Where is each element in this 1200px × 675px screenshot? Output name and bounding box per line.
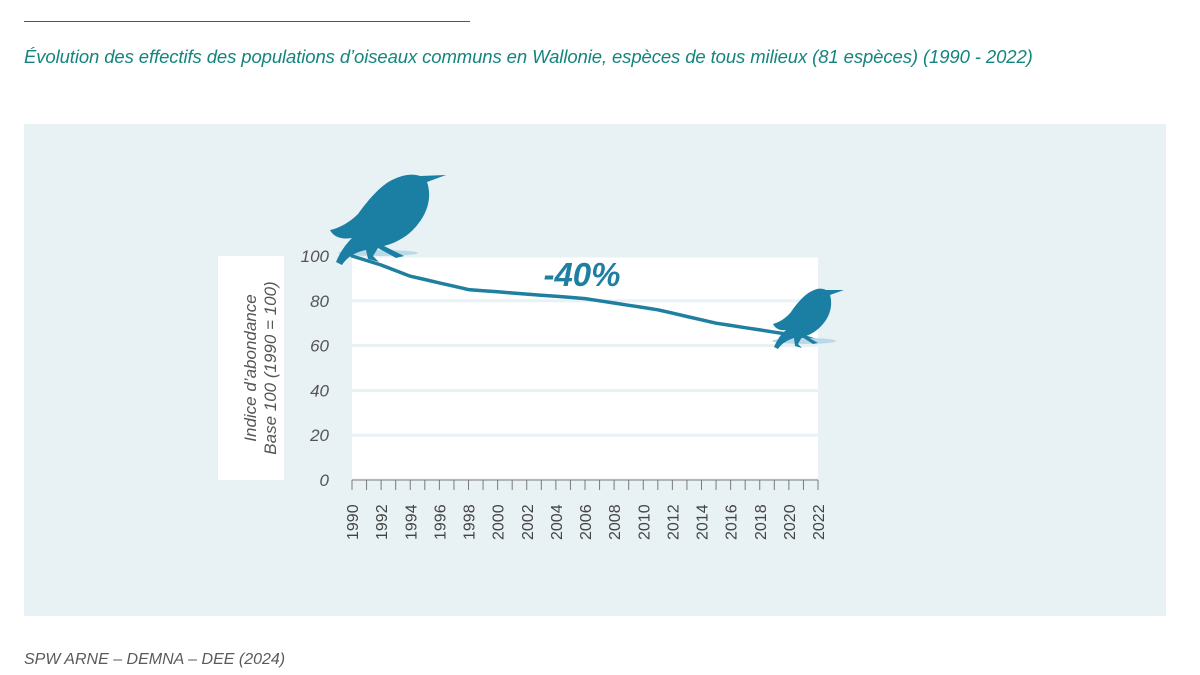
y-tick-label: 60 bbox=[310, 337, 329, 356]
x-tick-label: 2000 bbox=[491, 504, 508, 540]
bird-silhouette-icon bbox=[330, 174, 446, 265]
series-line bbox=[350, 254, 820, 343]
top-rule bbox=[24, 21, 470, 22]
chart-title: Évolution des effectifs des populations … bbox=[24, 46, 1033, 67]
y-tick-label: 40 bbox=[310, 381, 329, 400]
y-axis-label-line2: Base 100 (1990 = 100) bbox=[261, 281, 280, 454]
x-tick-label: 1994 bbox=[403, 504, 420, 540]
x-tick-label: 2004 bbox=[549, 504, 566, 540]
x-tick-label: 2006 bbox=[578, 504, 595, 540]
x-ticks: 1990 1992 1994 1996 1998 2000 2002 2004 2006 2008… bbox=[345, 480, 828, 540]
grid-band bbox=[352, 302, 818, 345]
x-tick-label: 1992 bbox=[374, 504, 391, 540]
grid-band bbox=[352, 436, 818, 479]
grid-band bbox=[352, 257, 818, 300]
x-tick-label: 2014 bbox=[695, 504, 712, 540]
x-tick-label: 1990 bbox=[345, 504, 362, 540]
bird-silhouette-icon bbox=[772, 288, 844, 349]
y-tick-label: 0 bbox=[320, 471, 330, 490]
grid-band bbox=[352, 391, 818, 434]
x-tick-label: 2022 bbox=[811, 504, 828, 540]
x-tick-label: 2012 bbox=[665, 504, 682, 540]
x-tick-label: 1996 bbox=[432, 504, 449, 540]
grid-band bbox=[352, 347, 818, 389]
x-tick-label: 2002 bbox=[520, 504, 537, 540]
change-annotation: -40% bbox=[543, 256, 620, 293]
y-tick-label: 20 bbox=[309, 426, 329, 445]
x-tick-label: 2020 bbox=[782, 504, 799, 540]
x-tick-label: 2018 bbox=[753, 504, 770, 540]
x-tick-label: 2016 bbox=[724, 504, 741, 540]
x-tick-label: 2008 bbox=[607, 504, 624, 540]
source-note: SPW ARNE – DEMNA – DEE (2024) bbox=[24, 651, 286, 668]
y-tick-label: 80 bbox=[310, 292, 329, 311]
y-tick-labels: 0 20 40 60 80 100 bbox=[301, 247, 330, 490]
y-tick-label: 100 bbox=[301, 247, 330, 266]
ylabel-box bbox=[218, 256, 284, 480]
x-tick-label: 2010 bbox=[636, 504, 653, 540]
x-tick-label: 1998 bbox=[462, 504, 479, 540]
y-axis-label-line1: Indice d’abondance bbox=[241, 294, 260, 441]
grid-bands bbox=[352, 257, 818, 479]
